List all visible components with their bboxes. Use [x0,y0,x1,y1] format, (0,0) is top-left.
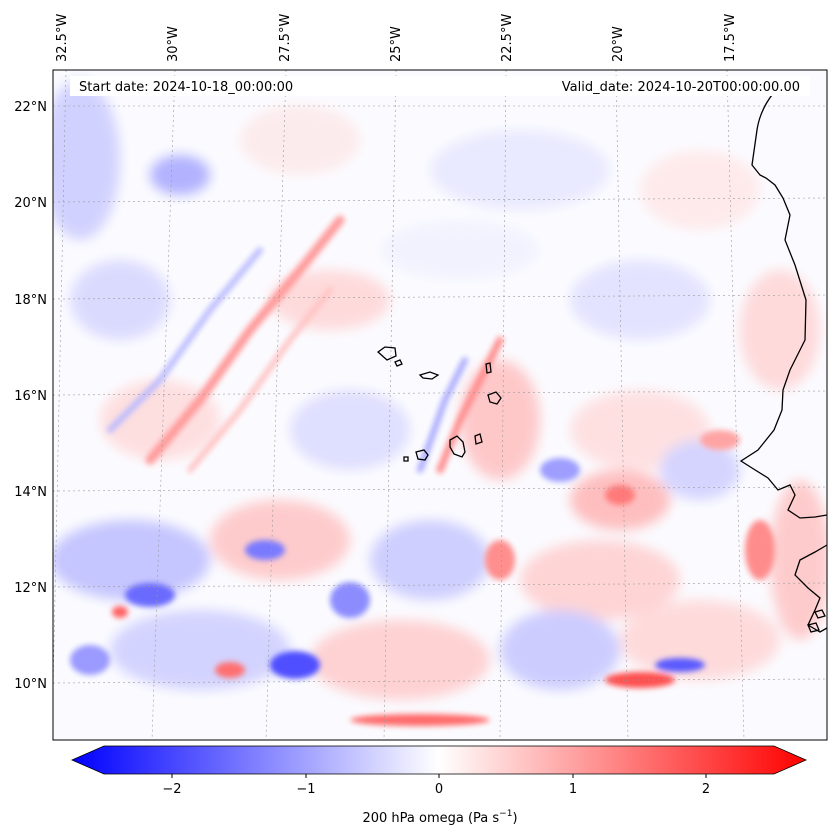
lon-label: 25°W [389,26,404,62]
cape-verde-sao-nicolau [418,371,440,380]
coastlines [376,79,828,633]
lat-label: 10°N [14,677,47,692]
cape-verde-boa-vista [487,391,502,405]
lat-label: 14°N [14,485,47,500]
cape-verde-santo-antao [376,346,397,361]
lat-label: 12°N [14,581,47,596]
colorbar-label: 200 hPa omega (Pa s−1) [362,809,517,826]
map-panel [52,69,828,741]
bijagos-islands [807,609,826,633]
lat-label: 18°N [14,293,47,308]
map-gridlines [53,70,827,740]
lat-label: 22°N [14,100,47,115]
lon-label: 20°W [611,26,626,62]
colorbar-ticks [171,774,707,778]
cape-verde-santiago [449,435,466,458]
valid-date-label: Valid_date: 2024-10-20T00:00:00.00 [562,80,800,95]
colorbar-body [71,745,807,775]
colorbar-tick-label: −1 [296,782,315,797]
latitude-labels: 22°N 20°N 18°N 16°N 14°N 12°N 10°N [14,100,47,692]
cape-verde-sao-vicente [394,359,403,367]
colorbar-tick-label: −2 [162,782,181,797]
start-date-label: Start date: 2024-10-18_00:00:00 [79,80,293,95]
header-band [70,76,810,96]
guinea-coastline [794,544,828,633]
lon-label: 27.5°W [278,14,293,62]
map-frame [52,69,828,741]
colorbar-tick-label: 2 [702,782,710,797]
colorbar: −2 −1 0 1 2 200 hPa omega (Pa s−1) [71,745,807,826]
lon-label: 17.5°W [723,14,738,62]
lat-label: 16°N [14,389,47,404]
longitude-labels: 32.5°W 30°W 27.5°W 25°W 22.5°W 20°W 17.5… [55,14,738,62]
lon-label: 30°W [166,26,181,62]
lon-label: 32.5°W [55,14,70,62]
lon-label: 22.5°W [500,14,515,62]
africa-coastline [739,79,828,519]
cape-verde-fogo [415,449,429,461]
colorbar-tick-label: 1 [569,782,577,797]
omega-field [53,80,827,726]
lat-label: 20°N [14,196,47,211]
cape-verde-brava [403,456,409,462]
colorbar-tick-label: 0 [435,782,443,797]
cape-verde-maio [474,433,483,445]
cape-verde-sal [485,362,492,374]
